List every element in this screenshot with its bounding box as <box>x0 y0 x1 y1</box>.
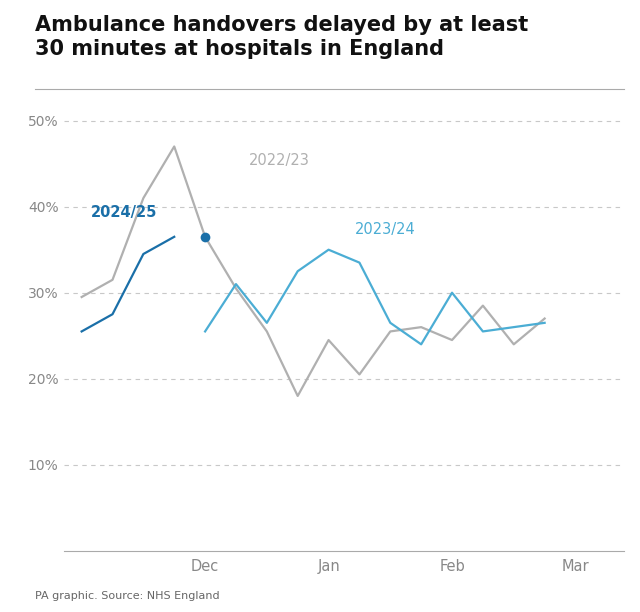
Text: 2022/23: 2022/23 <box>249 153 310 168</box>
Text: PA graphic. Source: NHS England: PA graphic. Source: NHS England <box>35 591 220 601</box>
Text: 2023/24: 2023/24 <box>355 222 416 237</box>
Text: Ambulance handovers delayed by at least
30 minutes at hospitals in England: Ambulance handovers delayed by at least … <box>35 15 529 59</box>
Text: 2024/25: 2024/25 <box>90 204 157 220</box>
